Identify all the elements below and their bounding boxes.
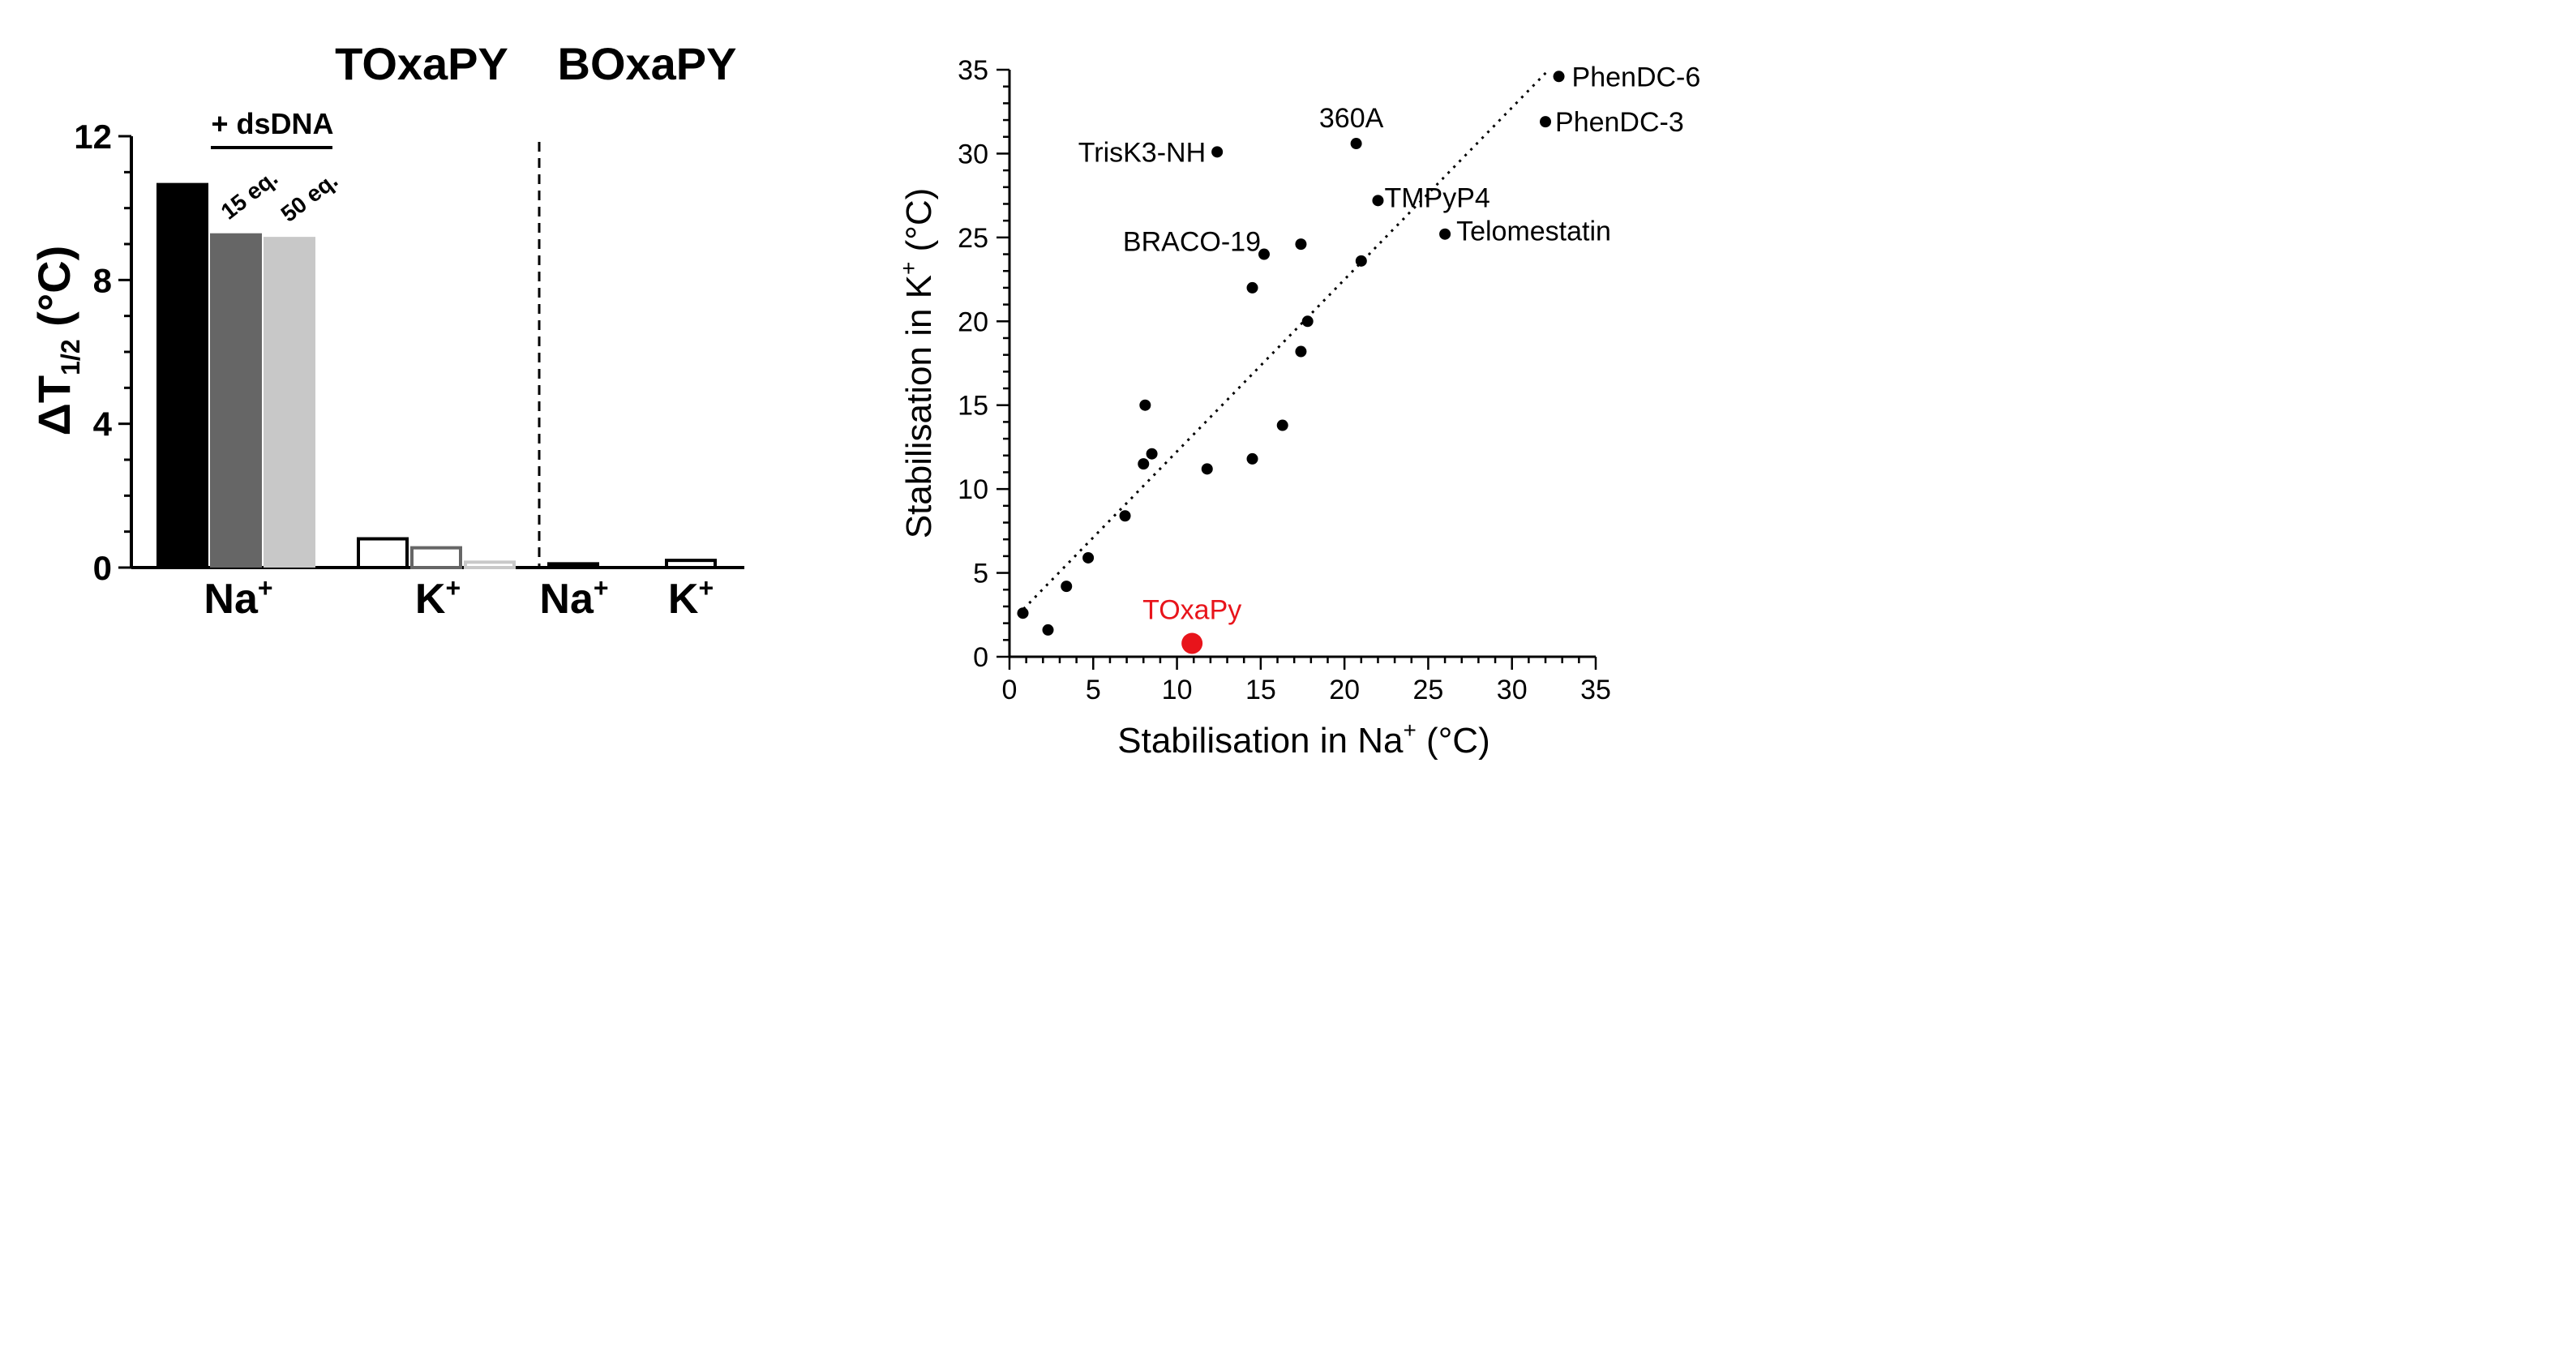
scatter-y-tick-label: 30 [958,139,988,169]
scatter-point-label: PhenDC-3 [1555,107,1684,138]
category-label-sup: + [594,573,609,602]
scatter-point [1372,195,1384,207]
scatter-point [1553,71,1565,83]
scatter-point [1201,463,1213,475]
scatter-point [1042,624,1054,636]
group-title-boxapy: BOxaPY [558,38,737,89]
scatter-y-tick-label: 0 [973,642,988,673]
bar [410,546,462,569]
series-label-15eq: 15 eq. [216,165,283,224]
scatter-point [1258,248,1270,260]
bar-y-label-main: ΔT [28,375,79,435]
scatter-point [1061,581,1073,593]
scatter-y-tick-label: 15 [958,391,988,422]
scatter-point-label: 360A [1319,103,1384,134]
scatter-y-axis-label: Stabilisation in K+ (°C) [896,188,939,539]
bar-marks [156,182,717,570]
scatter-point [1017,607,1029,619]
category-label: K+ [668,573,714,623]
scatter-chart: 00 5 5 10 10 15 15 20 20 25 25 30 30 35 35 TrisK3-NH BR… [896,55,1700,761]
scatter-point-label: TrisK3-NH [1078,137,1206,168]
scatter-x-tick-label: 15 [1245,675,1276,705]
category-label: K+ [415,573,461,623]
scatter-point-label: BRACO-19 [1123,227,1261,258]
category-label: Na+ [539,573,608,623]
bar-y-label-unit: (°C) [28,246,79,340]
trendline [1017,68,1550,616]
scatter-point [1439,228,1451,240]
scatter-point [1246,452,1258,465]
scatter-point [1295,345,1307,358]
scatter-x-tick-label: 30 [1497,675,1528,705]
category-label: Na+ [204,573,272,623]
scatter-x-label-unit: (°C) [1417,721,1490,761]
scatter-y-label-sup: + [896,262,921,275]
category-label-base: K [668,576,699,623]
scatter-x-label-sup: + [1403,718,1416,743]
category-labels: Na+ K+ Na+ K+ [204,573,714,623]
bar [464,560,516,569]
bar [210,233,262,568]
scatter-x-tick-label: 0 [1002,675,1018,705]
scatter-point [1139,399,1151,411]
scatter-point-label: Telomestatin [1456,216,1611,247]
scatter-point [1119,510,1131,522]
scatter-y-label-unit: (°C) [899,188,939,262]
scatter-point [1350,138,1362,150]
bar-y-tick-label: 4 [93,405,113,444]
scatter-x-tick-label: 10 [1162,675,1193,705]
category-label-base: Na [204,576,259,623]
category-label-base: K [415,576,446,623]
bar [156,182,208,568]
scatter-point [1211,146,1224,158]
scatter-point [1301,315,1314,328]
scatter-y-label-main: Stabilisation in K [899,275,939,538]
scatter-point [1295,238,1307,251]
group-title-toxapy: TOxaPY [335,38,508,89]
scatter-point-label: TMPyP4 [1384,182,1489,213]
scatter-x-tick-label: 20 [1329,675,1360,705]
scatter-x-axis-label: Stabilisation in Na+ (°C) [1117,718,1489,761]
series-label-50eq: 50 eq. [276,167,343,226]
category-label-base: Na [539,576,594,623]
scatter-point [1082,551,1095,564]
highlight-point [1181,632,1203,654]
bar-y-label-sub: 1/2 [56,339,85,375]
bar [547,562,599,568]
scatter-y-tick-label: 20 [958,306,988,337]
scatter-point [1355,255,1367,267]
scatter-axes: 00 5 5 10 10 15 15 20 20 25 25 30 30 35 35 [958,55,1611,705]
bar-y-tick-label: 0 [93,549,112,587]
bar [264,237,315,568]
dsdna-annotation: + dsDNA [211,107,333,140]
category-label-sup: + [258,573,273,602]
scatter-x-tick-label: 25 [1413,675,1444,705]
category-label-sup: + [698,573,714,602]
scatter-x-label-main: Stabilisation in Na [1117,721,1404,761]
bar-y-tick-label: 12 [74,118,112,156]
scatter-point-label: PhenDC-6 [1572,62,1701,92]
scatter-y-tick-label: 25 [958,223,988,254]
bar-chart: TOxaPY BOxaPY + dsDNA 0 4 8 12 15 eq. 50 eq… [28,38,744,623]
scatter-x-tick-label: 35 [1580,675,1611,705]
scatter-point [1246,281,1258,294]
bar [665,559,717,570]
scatter-y-tick-label: 5 [973,559,988,589]
bar-y-axis-label: ΔT1/2 (°C) [28,246,85,436]
category-label-sup: + [445,573,461,602]
bar-y-tick-label: 8 [93,261,112,299]
scatter-x-tick-label: 5 [1086,675,1101,705]
scatter-y-tick-label: 35 [958,55,988,86]
scatter-point [1146,448,1158,460]
highlight-point-label: TOxaPy [1142,594,1241,625]
scatter-point [1138,458,1150,470]
bar [357,537,409,569]
scatter-point [1540,116,1552,128]
scatter-point [1276,419,1288,431]
scatter-y-tick-label: 10 [958,474,988,505]
